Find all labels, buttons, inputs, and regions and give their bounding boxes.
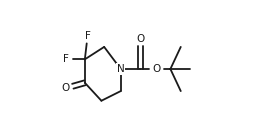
Text: O: O — [136, 34, 144, 44]
Text: N: N — [117, 64, 125, 74]
Text: O: O — [61, 83, 70, 93]
Text: F: F — [63, 54, 68, 64]
Text: O: O — [152, 64, 161, 74]
Text: F: F — [85, 31, 91, 41]
